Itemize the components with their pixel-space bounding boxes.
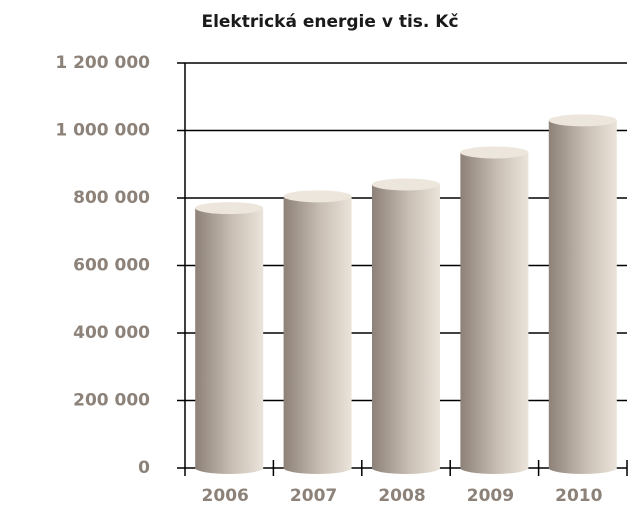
bar-top xyxy=(372,178,440,191)
y-tick-label: 600 000 xyxy=(73,256,150,276)
bar-top xyxy=(283,190,352,203)
y-tick-label: 0 xyxy=(138,458,150,478)
bar xyxy=(195,208,264,468)
chart-title: Elektrická energie v tis. Kč xyxy=(201,12,458,32)
bar-bottom xyxy=(548,462,617,474)
x-tick-label: 2007 xyxy=(290,486,337,506)
x-tick-label: 2008 xyxy=(378,486,425,506)
x-tick-label: 2009 xyxy=(467,486,514,506)
bar-top xyxy=(195,202,264,215)
y-tick-label: 200 000 xyxy=(73,391,150,411)
bar-bottom xyxy=(372,462,440,474)
bar xyxy=(460,152,529,468)
bar-bottom xyxy=(460,462,529,474)
bar-bottom xyxy=(283,462,352,474)
x-tick-label: 2006 xyxy=(202,486,249,506)
x-tick-label: 2010 xyxy=(555,486,602,506)
y-tick-label: 800 000 xyxy=(73,188,150,208)
bar-top xyxy=(548,114,617,127)
bar xyxy=(548,120,617,468)
y-tick-label: 400 000 xyxy=(73,323,150,343)
bars xyxy=(195,114,617,474)
y-tick-label: 1 200 000 xyxy=(55,53,150,73)
bar xyxy=(283,196,352,468)
bar xyxy=(372,184,440,468)
bar-top xyxy=(460,146,529,159)
y-tick-label: 1 000 000 xyxy=(55,121,150,141)
bar-bottom xyxy=(195,462,264,474)
